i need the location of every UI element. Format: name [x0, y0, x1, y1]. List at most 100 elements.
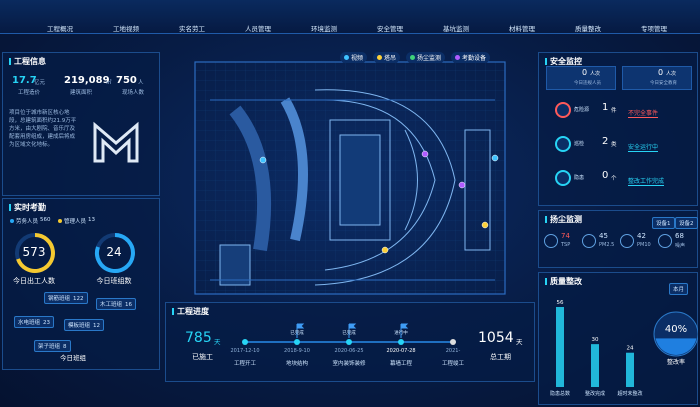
legend-value: 13 — [88, 217, 95, 223]
team-tag: 水电班组 23 — [14, 316, 55, 328]
card-unit: 人次 — [666, 71, 677, 77]
nav-item[interactable]: 工地视频 — [113, 25, 139, 33]
reading-value: 42 — [637, 232, 646, 240]
reading-icon — [544, 234, 558, 248]
card-unit: 人次 — [590, 71, 601, 77]
total-unit: 天 — [516, 338, 523, 346]
legend-item[interactable]: 考勤设备 — [451, 52, 491, 63]
milestone-flag-label: 已完成 — [342, 329, 356, 336]
bar-value: 30 — [592, 337, 599, 343]
stat-label: 现场人数 — [122, 90, 145, 96]
row-value: 0 — [602, 170, 609, 181]
legend-icon — [344, 55, 349, 60]
nav-item[interactable]: 工程概况 — [47, 25, 73, 33]
stat-label: 建筑面积 — [70, 90, 93, 96]
legend-dot — [58, 219, 62, 223]
bar-value: 24 — [627, 346, 634, 352]
row-unit: 个 — [611, 176, 617, 182]
milestone-dot — [346, 339, 352, 345]
nav-item[interactable]: 基坑监测 — [443, 25, 469, 33]
reading-label: PM10 — [637, 242, 651, 248]
stat-value: 17.7 — [12, 75, 37, 86]
milestone-flag — [400, 323, 409, 338]
row-status: 不完全事件 — [628, 110, 659, 118]
gauge-value: 573 — [22, 245, 46, 259]
bar-label: 超时未整改 — [617, 390, 642, 397]
nav-item[interactable]: 专项管理 — [641, 25, 667, 33]
team-tag: 木工班组 16 — [96, 298, 137, 310]
card-bg — [546, 66, 616, 90]
panel-title: 质量整改 — [545, 276, 582, 287]
elapsed-unit: 天 — [214, 338, 221, 346]
description: 项目位于城市新区核心地段，总建筑面积约21.9万平方米，由大剧院、音乐厅及配套用… — [9, 110, 77, 148]
team-count: 122 — [73, 296, 84, 302]
milestone-dot — [242, 339, 248, 345]
team-footer: 今日班组 — [60, 354, 86, 362]
stat-label: 工程造价 — [18, 90, 41, 96]
panel-title: 安全监控 — [545, 56, 582, 67]
row-tag: 巡检 — [574, 141, 585, 147]
nav-item[interactable]: 材料管理 — [509, 25, 535, 33]
nav-item[interactable]: 质量整改 — [575, 25, 601, 33]
gauge-label: 今日出工人数 — [13, 277, 55, 285]
milestone-dot — [398, 339, 404, 345]
legend-label: 考勤设备 — [462, 55, 487, 62]
nav-item[interactable]: 人员管理 — [245, 25, 271, 33]
device-tab[interactable]: 设备1 — [652, 217, 675, 229]
legend-label: 视频 — [351, 55, 364, 62]
row-icon — [555, 102, 571, 118]
milestone-date: 2020-06-25 — [334, 348, 363, 354]
reading-value: 68 — [675, 232, 684, 240]
device-tab[interactable]: 设备2 — [675, 217, 698, 229]
milestone-flag-label: 已完成 — [290, 329, 304, 336]
panel-title: 实时考勤 — [9, 202, 46, 213]
reading-label: TSP — [561, 242, 571, 248]
reading-icon — [582, 234, 596, 248]
row-icon — [555, 136, 571, 152]
bar — [626, 352, 634, 387]
logo — [93, 121, 139, 163]
elapsed-value: 785 — [185, 330, 212, 346]
team-name: 模板班组 — [68, 323, 91, 329]
legend-item[interactable]: 视频 — [340, 52, 368, 63]
milestone-name: 工程开工 — [234, 359, 257, 367]
gauges — [15, 233, 135, 273]
team-name: 水电班组 — [18, 320, 41, 326]
milestone-name: 地块结构 — [286, 359, 309, 367]
milestone-name: 幕墙工程 — [390, 359, 413, 367]
period-tab[interactable]: 本月 — [669, 283, 689, 295]
legend-value: 560 — [40, 217, 51, 223]
gauge-value: 24 — [106, 245, 122, 259]
panel-title: 工程信息 — [9, 56, 46, 67]
team-name: 木工班组 — [100, 302, 123, 308]
row-value: 1 — [602, 102, 609, 113]
card-label: 今日违规人员 — [574, 81, 601, 86]
legend-dot — [10, 219, 14, 223]
bar-value: 56 — [557, 300, 564, 306]
reading-value: 74 — [561, 232, 570, 240]
team-tag: 钢筋班组 122 — [44, 292, 88, 304]
nav-item[interactable]: 安全管理 — [377, 25, 403, 33]
milestone-date: 2017-12-10 — [230, 348, 259, 354]
legend-icon — [377, 55, 383, 60]
legend-item[interactable]: 塔吊 — [373, 52, 401, 63]
row-tag: 危险源 — [574, 107, 590, 113]
legend-item[interactable]: 扬尘监测 — [406, 52, 446, 63]
project-info-panel: 工程信息 项目位于城市新区核心地段，总建筑面积约21.9万平方米，由大剧院、音乐… — [2, 52, 160, 196]
gauge-label: 今日班组数 — [96, 277, 132, 285]
row-unit: 件 — [611, 108, 617, 114]
team-count: 12 — [93, 323, 101, 329]
reading-label: 噪声 — [675, 243, 686, 249]
nav-item[interactable]: 实名劳工 — [179, 25, 205, 33]
milestone-name: 室内装饰装修 — [332, 359, 366, 367]
rate-label: 40% — [665, 324, 687, 335]
nav-item[interactable]: 环境监测 — [311, 25, 337, 33]
rate-fill — [655, 338, 697, 355]
stat-unit: 亿元 — [34, 80, 46, 86]
milestone-dot — [450, 339, 456, 345]
stat-unit: 人 — [138, 80, 144, 86]
row-status: 安全运行中 — [628, 144, 659, 152]
legend-icon — [410, 55, 416, 60]
